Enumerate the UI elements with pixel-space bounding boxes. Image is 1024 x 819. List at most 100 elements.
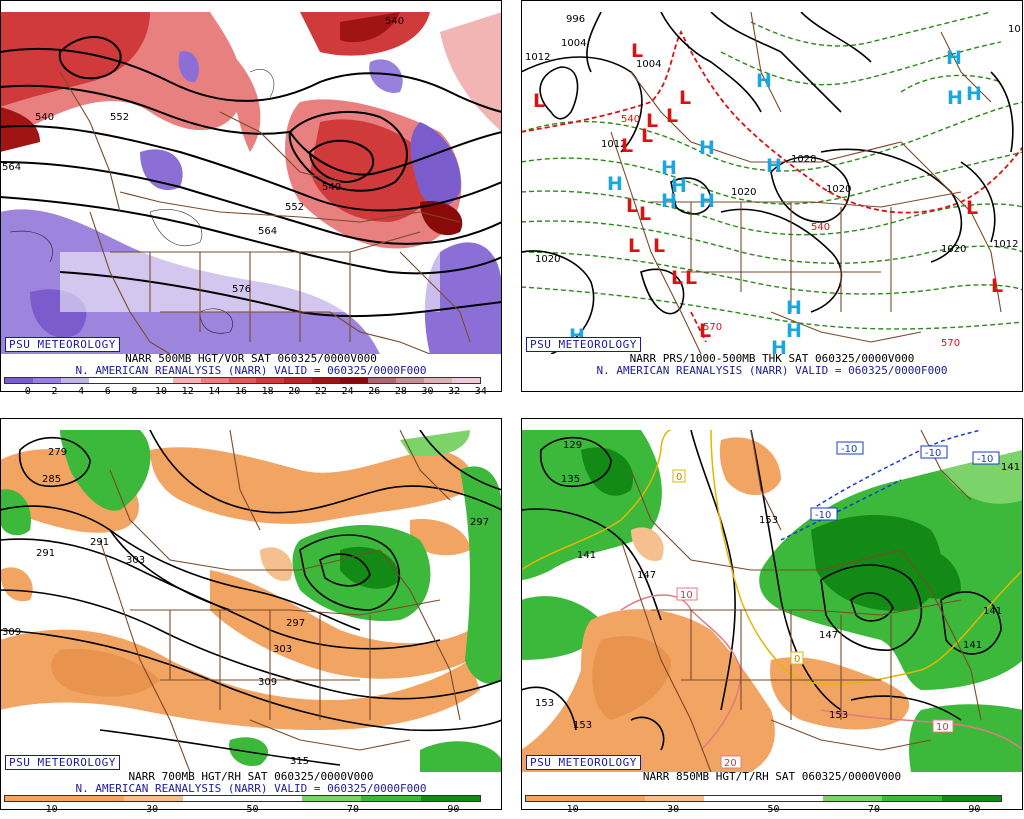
colorbar-segment — [32, 378, 61, 383]
colorbar-segment — [361, 796, 421, 801]
isotherm-label: 10 — [932, 719, 954, 733]
colorbar-segment — [284, 378, 313, 383]
colorbar-segment — [822, 796, 883, 801]
isobar-label: 1020 — [826, 184, 851, 195]
contour-label: 285 — [42, 474, 61, 485]
panel-frame — [0, 418, 502, 810]
contour-label: 279 — [48, 447, 67, 458]
contour-label: 147 — [819, 630, 838, 641]
isotherm-label: 20 — [720, 755, 742, 769]
contour-label: 303 — [126, 555, 145, 566]
colorbar-segment — [312, 378, 341, 383]
colorbar-segment — [301, 796, 362, 801]
low-pressure-marker: L — [991, 275, 1003, 297]
colorbar-segment — [5, 796, 65, 801]
panel-title: NARR 850MB HGT/T/RH SAT 060325/0000V000 — [642, 770, 902, 783]
colorbar-segment — [941, 796, 1001, 801]
map-pressure-svg: 996 1004 1012 1004 1012 1028 1020 1020 1… — [521, 12, 1023, 354]
colorbar-segment — [452, 378, 480, 383]
low-pressure-marker: L — [666, 105, 678, 127]
low-pressure-marker: L — [699, 320, 711, 342]
geography-lines — [620, 430, 982, 772]
contour-label: 552 — [110, 112, 129, 123]
high-pressure-marker: H — [786, 320, 802, 342]
high-pressure-marker: H — [671, 175, 687, 197]
contour-label: 303 — [273, 644, 292, 655]
contour-label: 309 — [258, 677, 277, 688]
high-pressure-marker: H — [946, 47, 962, 69]
low-pressure-marker: L — [628, 235, 640, 257]
colorbar-segment — [256, 378, 285, 383]
colorbar-segment — [526, 796, 586, 801]
panel-frame — [521, 0, 1023, 392]
isobar-label: 1012 — [601, 139, 626, 150]
contour-label: 141 — [577, 550, 596, 561]
contour-label: 540 — [322, 182, 341, 193]
colorbar-segment — [396, 378, 425, 383]
thickness-label: 570 — [941, 338, 960, 349]
colorbar-segment — [882, 796, 942, 801]
isobar-label: 1012 — [525, 52, 550, 63]
rh-colorbar — [525, 795, 1002, 802]
colorbar-segment — [340, 378, 369, 383]
colorbar-segment — [88, 378, 117, 383]
contour-label: 153 — [829, 710, 848, 721]
contour-label: 564 — [2, 162, 21, 173]
svg-text:20: 20 — [724, 758, 737, 769]
colorbar-segment — [585, 796, 645, 801]
isobar-labels: 996 1004 1012 1004 1012 1028 1020 1020 1… — [525, 14, 1023, 349]
contour-label: 135 — [561, 474, 580, 485]
isobar-label: 996 — [566, 14, 585, 25]
contour-label: 315 — [290, 756, 309, 767]
low-pressure-marker: L — [533, 90, 545, 112]
svg-text:0: 0 — [794, 654, 800, 665]
contour-label: 309 — [2, 627, 21, 638]
colorbar-segment — [242, 796, 302, 801]
high-pressure-marker: H — [771, 337, 787, 354]
low-pressure-marker: L — [966, 197, 978, 219]
high-pressure-marker: H — [947, 87, 963, 109]
high-pressure-marker: H — [966, 83, 982, 105]
panel-frame — [0, 0, 502, 392]
low-pressure-marker: L — [685, 267, 697, 289]
contour-label: 291 — [36, 548, 55, 559]
svg-text:-10: -10 — [815, 510, 831, 521]
panel-valid-time: N. AMERICAN REANALYSIS (NARR) VALID = 06… — [75, 364, 427, 377]
isotherm-label: -10 — [810, 507, 838, 521]
high-pressure-marker: H — [766, 155, 782, 177]
svg-text:-10: -10 — [841, 444, 857, 455]
contour-labels: 129 135 141 147 153 147 153 153 141 153 … — [535, 440, 1020, 731]
rh-colorbar — [4, 795, 481, 802]
colorbar-segment — [704, 796, 764, 801]
rh-shading — [0, 447, 480, 730]
high-pressure-marker: H — [607, 173, 623, 195]
colorbar-segment — [123, 796, 184, 801]
contour-label: 297 — [286, 618, 305, 629]
psu-meteorology-badge: PSU METEOROLOGY — [526, 337, 641, 352]
colorbar-segment — [60, 378, 89, 383]
colorbar-segment — [763, 796, 823, 801]
panel-frame — [521, 418, 1023, 810]
contour-label: 576 — [232, 284, 251, 295]
isobar-label: 1028 — [791, 154, 816, 165]
low-pressure-marker: L — [653, 235, 665, 257]
panel-title: NARR PRS/1000-500MB THK SAT 060325/0000V… — [629, 352, 915, 365]
contour-label: 141 — [1001, 462, 1020, 473]
contour-labels: 279 285 291 297 303 297 303 309 315 315 … — [2, 447, 489, 767]
thickness-label: 540 — [621, 114, 640, 125]
isobar-label: 1020 — [535, 254, 560, 265]
vorticity-colorbar — [4, 377, 481, 384]
high-pressure-marker: H — [786, 297, 802, 319]
svg-text:-10: -10 — [925, 448, 941, 459]
thickness-label: 570 — [703, 322, 722, 333]
low-pressure-marker: L — [641, 125, 653, 147]
geography-lines — [99, 430, 461, 772]
colorbar-segment — [200, 378, 229, 383]
low-pressure-marker: L — [679, 87, 691, 109]
colorbar-segment — [183, 796, 243, 801]
isobar-label: 1012 — [1008, 24, 1023, 35]
low-pressure-marker: L — [631, 40, 643, 62]
panel-title: NARR 700MB HGT/RH SAT 060325/0000V000 — [128, 770, 374, 783]
svg-text:10: 10 — [936, 722, 949, 733]
isotherm-label: -10 — [972, 451, 1000, 465]
